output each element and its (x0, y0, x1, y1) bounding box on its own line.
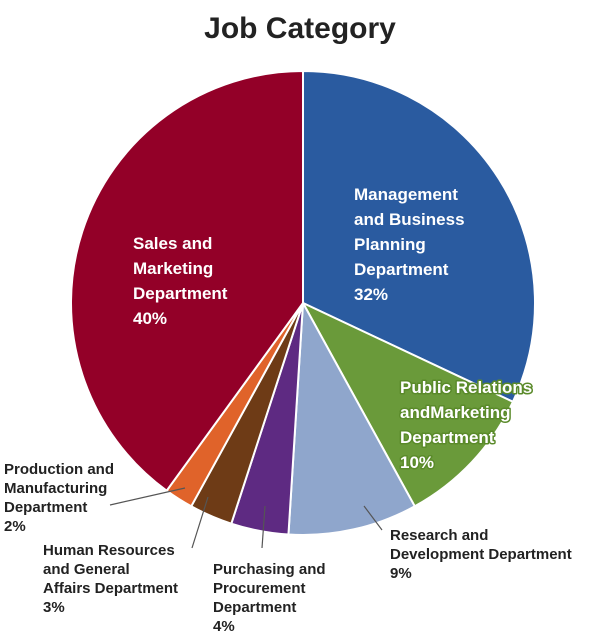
slice-name-line: Procurement (213, 580, 306, 597)
slice-value-label: 32% (354, 285, 388, 304)
slice-value-label: 4% (213, 618, 235, 635)
pie-slice-3 (287, 299, 417, 536)
slice-label-7: Sales and Marketing Department 40% (133, 234, 228, 328)
slice-name-line: Production and (4, 461, 114, 478)
slice-name-line: Human Resources (43, 542, 175, 559)
slice-name-line: Development Department (390, 546, 572, 563)
slice-name-line: Purchasing and (213, 561, 326, 578)
slice-name-line: Manufacturing (4, 480, 107, 497)
slice-label-1: Management and Business Planning Department… (354, 185, 465, 304)
pie-slice-2 (300, 300, 515, 508)
slice-label-2: Public Relations andMarketing Department 10… (400, 378, 532, 472)
slice-labels: Management and Business Planning Department… (4, 185, 572, 635)
leader-lines (109, 487, 383, 549)
slice-value-label: 9% (390, 565, 412, 582)
slice-name-line: Planning (354, 235, 426, 254)
leader-line-6 (109, 487, 186, 506)
slice-name-line: Department (400, 428, 495, 447)
slice-name-line: andMarketing (400, 403, 511, 422)
slice-name-line: Public Relations (400, 378, 532, 397)
slice-name-line: Marketing (133, 259, 213, 278)
slice-name-line: Sales and (133, 234, 212, 253)
slice-name-line: Department (4, 499, 87, 516)
slice-value-label: 40% (133, 309, 167, 328)
slice-name-line: Department (213, 599, 296, 616)
slice-value-label: 3% (43, 599, 65, 616)
pie-slice-1 (302, 69, 536, 404)
slice-name-line: Management (354, 185, 458, 204)
slice-value-label: 10% (400, 453, 434, 472)
slice-name-line: Affairs Department (43, 580, 178, 597)
slice-label-4: Purchasing and Procurement Department 4% (213, 561, 326, 635)
chart-title: Job Category (204, 12, 396, 45)
leader-line-3 (363, 505, 383, 531)
slice-name-line: Research and (390, 527, 488, 544)
leader-line-5 (191, 496, 209, 549)
slice-name-line: Department (354, 260, 449, 279)
slice-name-line: and Business (354, 210, 465, 229)
slice-value-label: 2% (4, 518, 26, 535)
pie-slice-7 (70, 69, 304, 493)
pie-slices (70, 69, 536, 536)
slice-label-5: Human Resources and General Affairs Depart… (43, 542, 178, 616)
slice-label-3: Research and Development Department 9% (390, 527, 572, 582)
slice-label-6: Production and Manufacturing Department 2% (4, 461, 114, 535)
leader-line-4 (261, 505, 266, 549)
slice-name-line: Department (133, 284, 228, 303)
slice-name-line: and General (43, 561, 130, 578)
